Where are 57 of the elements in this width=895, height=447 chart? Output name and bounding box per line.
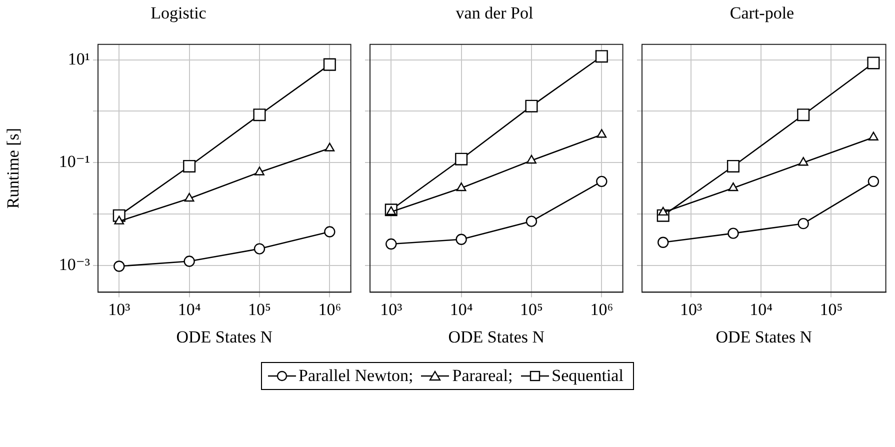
point bbox=[867, 56, 880, 70]
point bbox=[596, 129, 607, 138]
point bbox=[728, 182, 738, 192]
x-tick-label: 10⁶ bbox=[590, 300, 614, 319]
x-tick-label: 10⁴ bbox=[178, 300, 201, 319]
point bbox=[798, 218, 809, 230]
point bbox=[114, 216, 124, 224]
x-axis-title: ODE States N bbox=[716, 327, 812, 346]
point bbox=[114, 260, 125, 272]
legend-label: Parareal; bbox=[452, 366, 513, 386]
point bbox=[456, 182, 466, 192]
y-tick-label: 10⁻³ bbox=[58, 254, 90, 274]
x-tick-label: 10³ bbox=[680, 300, 702, 319]
point bbox=[728, 228, 739, 239]
point bbox=[658, 206, 668, 216]
x-tick-label: 10³ bbox=[380, 300, 402, 319]
chart-title: Logistic bbox=[150, 4, 207, 23]
x-tick-label: 10⁴ bbox=[450, 300, 473, 319]
point bbox=[797, 108, 810, 122]
chart-title: van der Pol bbox=[456, 4, 534, 23]
point bbox=[253, 108, 266, 122]
point bbox=[456, 234, 467, 245]
x-axis-title: ODE States N bbox=[448, 327, 545, 346]
x-axis-title: ODE States N bbox=[176, 327, 273, 346]
point bbox=[254, 166, 264, 176]
point bbox=[868, 132, 878, 140]
point bbox=[526, 216, 538, 227]
chart-title: Cart-pole bbox=[730, 4, 794, 23]
point bbox=[184, 192, 194, 202]
x-tick-label: 10⁵ bbox=[248, 300, 272, 319]
x-tick-label: 10⁵ bbox=[820, 300, 843, 319]
legend-label: Sequential bbox=[552, 366, 624, 386]
point bbox=[455, 152, 468, 166]
point bbox=[525, 100, 538, 112]
y-tick-label: 10⁻¹ bbox=[58, 152, 90, 172]
point bbox=[595, 50, 608, 63]
x-tick-label: 10⁶ bbox=[318, 300, 342, 319]
point bbox=[324, 142, 335, 152]
point bbox=[868, 176, 880, 188]
point bbox=[183, 160, 196, 172]
point bbox=[596, 176, 608, 188]
point bbox=[324, 226, 336, 238]
y-axis-title: Runtime [s] bbox=[4, 128, 23, 209]
point bbox=[726, 160, 740, 172]
point bbox=[658, 236, 669, 248]
point bbox=[526, 154, 536, 164]
point bbox=[386, 238, 397, 250]
x-tick-label: 10⁵ bbox=[520, 300, 544, 319]
point bbox=[798, 157, 808, 166]
point bbox=[323, 58, 336, 71]
x-tick-label: 10⁴ bbox=[750, 300, 773, 319]
point bbox=[254, 243, 266, 254]
legend-label: Parallel Newton; bbox=[298, 366, 414, 386]
y-tick-label: 10¹ bbox=[68, 49, 90, 68]
x-tick-label: 10³ bbox=[108, 300, 130, 319]
point bbox=[184, 256, 195, 267]
point bbox=[386, 206, 396, 215]
